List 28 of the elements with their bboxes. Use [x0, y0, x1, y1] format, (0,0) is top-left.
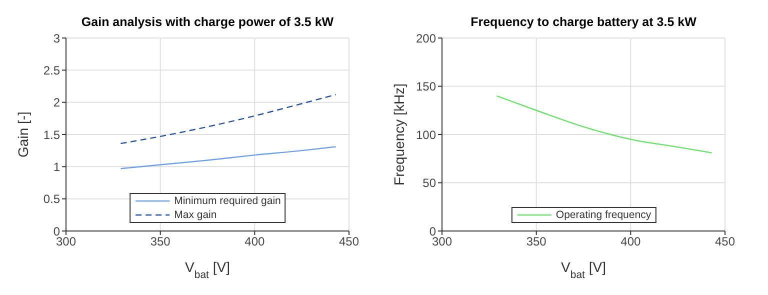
y-tick-label: 0.5 [43, 192, 60, 206]
x-tick-label: 350 [526, 234, 547, 249]
line-series [120, 146, 336, 170]
y-tick-label: 200 [416, 31, 436, 46]
x-axis-title: V$_{bat}$ [V] [185, 259, 230, 281]
y-tick-label: 1 [53, 160, 60, 174]
legend-label: Operating frequency [556, 208, 652, 222]
x-tick-label: 350 [150, 234, 171, 249]
x-tick-label: 450 [338, 234, 360, 249]
y-tick-label: 100 [416, 128, 436, 142]
y-tick-label: 150 [416, 80, 436, 94]
x-tick-label: 400 [244, 234, 265, 249]
y-tick-label: 1.5 [43, 128, 60, 142]
chart-title: Gain analysis with charge power of 3.5 kW [81, 15, 334, 29]
line-series [496, 95, 712, 154]
y-tick-label: 2.5 [43, 63, 60, 78]
legend-label: Max gain [174, 208, 217, 222]
y-tick-label: 50 [422, 176, 436, 190]
line-series [120, 94, 336, 144]
chart-title: Frequency to charge battery at 3.5 kW [470, 15, 697, 29]
x-tick-label: 450 [714, 234, 736, 249]
y-tick-label: 2 [53, 96, 60, 110]
y-axis-title: Frequency [kHz] [391, 84, 407, 186]
x-axis-title: V$_{bat}$ [V] [561, 259, 606, 281]
legend-label: Minimum required gain [174, 194, 281, 208]
y-tick-label: 3 [53, 31, 60, 46]
x-tick-label: 400 [620, 234, 641, 249]
y-axis-title: Gain [-] [15, 112, 31, 158]
